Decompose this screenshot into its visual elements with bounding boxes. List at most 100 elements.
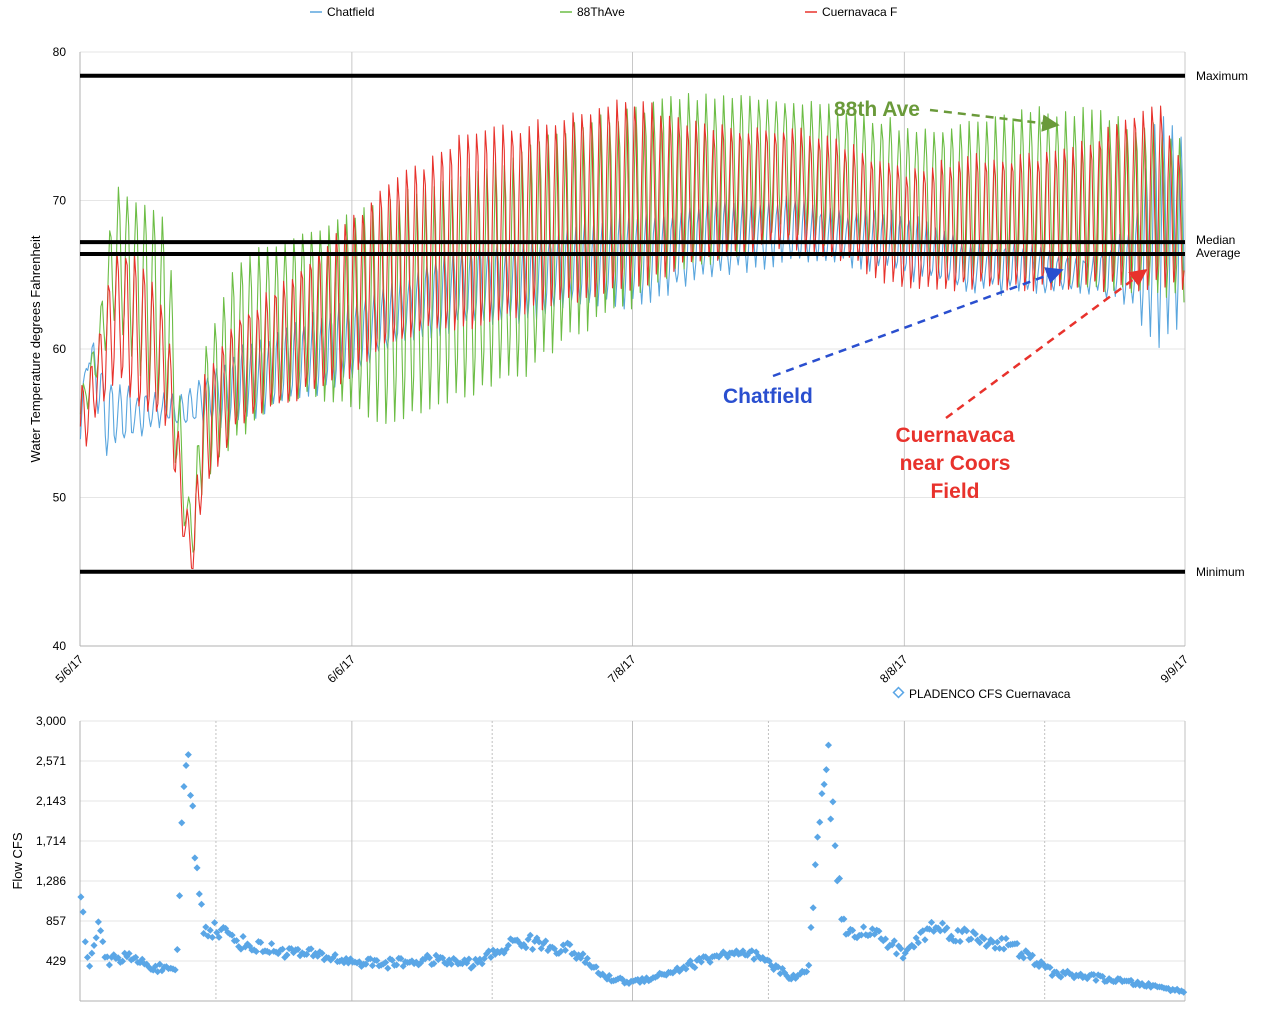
data-point xyxy=(820,780,828,788)
x-tick-label: 9/9/17 xyxy=(1158,652,1192,686)
data-point xyxy=(943,924,951,932)
annotation-arrow-88th-ave xyxy=(929,108,1060,132)
data-point xyxy=(827,815,835,823)
data-point xyxy=(388,956,396,964)
data-point xyxy=(818,790,826,798)
data-point xyxy=(1020,954,1028,962)
data-point xyxy=(849,926,857,934)
data-point xyxy=(750,955,758,963)
y-tick-label: 80 xyxy=(53,45,67,59)
data-point xyxy=(1013,940,1021,948)
data-point xyxy=(706,958,714,966)
x-tick-label: 8/8/17 xyxy=(877,652,911,686)
y-tick-label: 429 xyxy=(46,954,66,968)
data-point xyxy=(542,937,550,945)
data-point xyxy=(807,923,815,931)
legend-marker-flow xyxy=(892,686,905,699)
data-point xyxy=(963,927,971,935)
data-point xyxy=(805,961,813,969)
x-tick-label: 6/6/17 xyxy=(324,652,358,686)
reference-label-average: Average xyxy=(1196,246,1241,260)
data-point xyxy=(809,904,817,912)
data-point xyxy=(776,970,784,978)
annotation-arrow-cuernavaca xyxy=(945,268,1148,420)
series-line-88thave xyxy=(79,92,1185,553)
legend-label-88thave: 88ThAve xyxy=(577,5,625,19)
annotation-arrow-chatfield xyxy=(772,267,1064,378)
data-point xyxy=(803,968,811,976)
y-tick-label: 40 xyxy=(53,639,67,653)
data-point xyxy=(202,923,210,931)
data-point xyxy=(283,951,291,959)
data-point xyxy=(579,950,587,958)
data-point xyxy=(971,930,979,938)
data-point xyxy=(875,927,883,935)
data-point xyxy=(993,938,1001,946)
data-point xyxy=(425,954,434,962)
data-point xyxy=(936,927,944,935)
flow-chart: 3,000 2,571 2,143 1,714 1,286 857 429 Flow CFS P… xyxy=(10,686,1188,1002)
data-point xyxy=(156,960,164,968)
y-tick-label: 70 xyxy=(53,194,67,208)
data-point xyxy=(195,890,203,898)
data-point xyxy=(537,944,545,953)
temperature-chart: 40 50 60 70 80 5/6/17 6/6/17 7/8/17 8/8/17 9/9/17… xyxy=(28,5,1248,686)
annotation-88th-ave: 88th Ave xyxy=(834,98,920,121)
data-point xyxy=(99,938,107,946)
data-point xyxy=(176,892,184,900)
data-point xyxy=(1028,951,1036,959)
data-point xyxy=(976,939,984,947)
data-point xyxy=(268,940,276,948)
data-point xyxy=(592,963,600,971)
data-point xyxy=(447,960,455,968)
y-axis-label: Flow CFS xyxy=(10,832,25,889)
data-point xyxy=(989,938,997,946)
data-point xyxy=(184,751,192,759)
y-tick-label: 1,286 xyxy=(36,874,66,888)
data-point xyxy=(478,960,486,968)
data-point xyxy=(1090,971,1098,979)
y-tick-label: 1,714 xyxy=(36,834,66,848)
y-tick-label: 60 xyxy=(53,342,67,356)
data-point xyxy=(132,953,140,961)
data-point xyxy=(890,937,898,945)
data-point xyxy=(79,908,87,916)
legend-label-cuernavaca-f: Cuernavaca F xyxy=(822,5,897,19)
data-point xyxy=(910,943,918,951)
data-point xyxy=(686,957,694,965)
data-point xyxy=(180,783,188,791)
data-point xyxy=(956,937,964,945)
data-point xyxy=(252,947,260,956)
data-point xyxy=(866,931,874,939)
series-line-cuernavaca-f xyxy=(79,99,1185,570)
data-point xyxy=(1180,988,1188,996)
data-point xyxy=(239,932,247,941)
data-point xyxy=(697,958,705,966)
data-point xyxy=(125,949,133,958)
data-point xyxy=(822,766,830,774)
y-tick-label: 50 xyxy=(53,491,67,505)
data-point xyxy=(1099,973,1107,981)
reference-label-minimum: Minimum xyxy=(1196,565,1245,579)
data-point xyxy=(186,791,195,799)
legend-label-flow: PLADENCO CFS Cuernavaca xyxy=(909,687,1071,701)
data-point xyxy=(829,798,837,806)
annotation-cuernavaca-line: near Coors xyxy=(900,452,1011,475)
data-point xyxy=(303,950,311,958)
data-point xyxy=(566,941,574,949)
data-point xyxy=(561,946,569,954)
x-tick-label: 7/8/17 xyxy=(605,652,639,686)
x-tick-label: 5/6/17 xyxy=(53,652,87,686)
data-point xyxy=(998,934,1006,942)
data-point xyxy=(215,933,223,941)
data-point xyxy=(469,962,477,970)
data-point xyxy=(605,971,613,980)
data-point xyxy=(318,949,326,957)
legend-label-chatfield: Chatfield xyxy=(327,5,374,19)
reference-label-median: Median xyxy=(1196,233,1235,247)
data-point xyxy=(97,927,105,935)
data-point xyxy=(77,893,85,901)
data-point xyxy=(928,918,936,926)
data-point xyxy=(173,946,181,954)
